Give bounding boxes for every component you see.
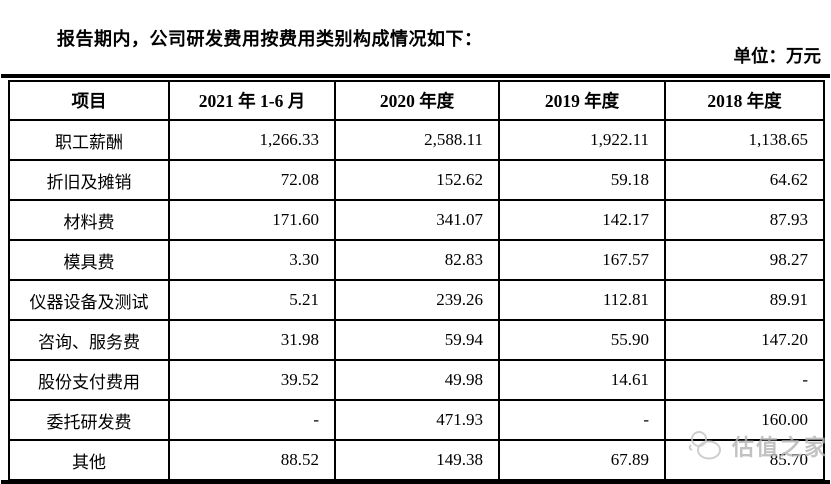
value-cell: 149.38: [334, 439, 500, 481]
value-cell: 471.93: [334, 399, 500, 441]
unit-label: 单位：万元: [733, 46, 822, 66]
table-row: 模具费 3.30 82.83 167.57 98.27: [8, 239, 825, 281]
table-row: 股份支付费用 39.52 49.98 14.61-: [8, 359, 825, 401]
table-row: 仪器设备及测试 5.21 239.26 112.81 89.91: [8, 279, 825, 321]
value-cell: 72.08: [168, 159, 336, 201]
value-cell: 160.00: [664, 399, 825, 441]
value-cell: -: [664, 359, 825, 401]
value-cell: 112.81: [498, 279, 666, 321]
item-cell: 股份支付费用: [8, 359, 170, 401]
value-cell: 87.93: [664, 199, 825, 241]
rd-expense-table: 项目 2021 年 1-6 月 2020 年度 2019 年度 2018 年度 职工薪酬…: [8, 80, 825, 481]
value-cell: 85.70: [664, 439, 825, 481]
header-row: 项目 2021 年 1-6 月 2020 年度 2019 年度 2018 年度: [8, 80, 825, 121]
value-cell: 2,588.11: [334, 119, 500, 161]
value-cell: 142.17: [498, 199, 666, 241]
header-cell: 项目: [8, 80, 170, 121]
value-cell: 67.89: [498, 439, 666, 481]
value-cell: 82.83: [334, 239, 500, 281]
value-cell: 64.62: [664, 159, 825, 201]
table-row: 其他 88.52 149.38 67.89 85.70: [8, 439, 825, 481]
item-cell: 折旧及摊销: [8, 159, 170, 201]
value-cell: 31.98: [168, 319, 336, 361]
table-top-thick-rule: [1, 74, 830, 78]
value-cell: 239.26: [334, 279, 500, 321]
header-cell: 2020 年度: [334, 80, 500, 121]
item-cell: 仪器设备及测试: [8, 279, 170, 321]
value-cell: 167.57: [498, 239, 666, 281]
value-cell: 98.27: [664, 239, 825, 281]
header-cell: 2018 年度: [664, 80, 825, 121]
value-cell: 59.18: [498, 159, 666, 201]
header-cell: 2019 年度: [498, 80, 666, 121]
intro-text: 报告期内，公司研发费用按费用类别构成情况如下：: [57, 29, 483, 49]
item-cell: 材料费: [8, 199, 170, 241]
item-cell: 委托研发费: [8, 399, 170, 441]
value-cell: 88.52: [168, 439, 336, 481]
value-cell: 1,138.65: [664, 119, 825, 161]
value-cell: 89.91: [664, 279, 825, 321]
value-cell: -: [168, 399, 336, 441]
table-bottom-thick-rule: [1, 480, 830, 484]
table-row: 职工薪酬 1,266.33 2,588.11 1,922.11 1,138.65: [8, 119, 825, 161]
header-cell: 2021 年 1-6 月: [168, 80, 336, 121]
item-cell: 咨询、服务费: [8, 319, 170, 361]
value-cell: 49.98: [334, 359, 500, 401]
value-cell: 39.52: [168, 359, 336, 401]
value-cell: 147.20: [664, 319, 825, 361]
value-cell: -: [498, 399, 666, 441]
value-cell: 59.94: [334, 319, 500, 361]
item-cell: 模具费: [8, 239, 170, 281]
value-cell: 171.60: [168, 199, 336, 241]
value-cell: 14.61: [498, 359, 666, 401]
value-cell: 1,922.11: [498, 119, 666, 161]
table-header: 项目 2021 年 1-6 月 2020 年度 2019 年度 2018 年度: [8, 80, 825, 121]
value-cell: 152.62: [334, 159, 500, 201]
value-cell: 3.30: [168, 239, 336, 281]
table-row: 折旧及摊销 72.08 152.62 59.18 64.62: [8, 159, 825, 201]
table-row: 委托研发费 -471.93-160.00: [8, 399, 825, 441]
value-cell: 5.21: [168, 279, 336, 321]
table-body: 职工薪酬 1,266.33 2,588.11 1,922.11 1,138.65 折旧及摊…: [8, 119, 825, 481]
value-cell: 1,266.33: [168, 119, 336, 161]
item-cell: 其他: [8, 439, 170, 481]
table-row: 咨询、服务费 31.98 59.94 55.90 147.20: [8, 319, 825, 361]
table-row: 材料费 171.60 341.07 142.17 87.93: [8, 199, 825, 241]
value-cell: 341.07: [334, 199, 500, 241]
value-cell: 55.90: [498, 319, 666, 361]
item-cell: 职工薪酬: [8, 119, 170, 161]
